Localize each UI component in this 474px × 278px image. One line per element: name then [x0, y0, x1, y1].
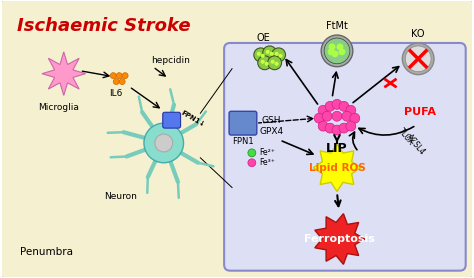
Text: KO: KO	[411, 29, 425, 39]
Circle shape	[318, 105, 328, 115]
Circle shape	[402, 43, 434, 75]
Circle shape	[346, 121, 356, 131]
Circle shape	[271, 60, 274, 64]
Circle shape	[350, 113, 360, 123]
FancyBboxPatch shape	[229, 111, 257, 135]
Circle shape	[328, 48, 335, 55]
Circle shape	[258, 56, 272, 70]
Text: LIP: LIP	[326, 142, 348, 155]
Text: Fe³⁺: Fe³⁺	[259, 158, 274, 167]
Text: IL6: IL6	[109, 88, 123, 98]
Text: ACSL4: ACSL4	[404, 133, 427, 157]
Text: OE: OE	[257, 33, 271, 43]
Text: Neuron: Neuron	[104, 192, 137, 202]
Circle shape	[332, 125, 342, 135]
Circle shape	[322, 111, 332, 121]
Text: FPN1↓: FPN1↓	[180, 110, 206, 128]
Circle shape	[248, 149, 256, 157]
Text: Penumbra: Penumbra	[20, 247, 73, 257]
Polygon shape	[315, 214, 365, 264]
Circle shape	[328, 43, 336, 50]
Circle shape	[261, 54, 264, 58]
Circle shape	[274, 52, 279, 56]
Text: Lipid ROS: Lipid ROS	[309, 163, 365, 173]
Circle shape	[113, 79, 119, 85]
Circle shape	[325, 101, 335, 111]
Text: PUFA: PUFA	[404, 107, 436, 117]
Circle shape	[339, 101, 349, 111]
Circle shape	[331, 50, 338, 57]
Text: Ischaemic Stroke: Ischaemic Stroke	[17, 17, 191, 35]
Text: Ferroptosis: Ferroptosis	[303, 234, 374, 244]
Circle shape	[119, 79, 125, 85]
Text: FPN1: FPN1	[232, 137, 254, 146]
Circle shape	[261, 60, 264, 64]
Circle shape	[266, 50, 270, 54]
Circle shape	[257, 52, 261, 56]
Circle shape	[263, 46, 277, 60]
Circle shape	[279, 54, 283, 58]
Circle shape	[332, 100, 342, 109]
Circle shape	[254, 48, 268, 62]
Circle shape	[325, 123, 335, 133]
Circle shape	[270, 52, 273, 56]
Circle shape	[405, 46, 431, 72]
Circle shape	[155, 134, 173, 152]
Circle shape	[339, 123, 349, 133]
Circle shape	[321, 35, 353, 67]
Circle shape	[268, 56, 282, 70]
Circle shape	[110, 73, 116, 79]
Polygon shape	[42, 52, 85, 95]
Circle shape	[332, 111, 342, 121]
Circle shape	[122, 73, 128, 79]
Circle shape	[318, 121, 328, 131]
Circle shape	[116, 73, 122, 79]
Circle shape	[272, 48, 285, 62]
Polygon shape	[313, 144, 361, 192]
Text: Microglia: Microglia	[38, 103, 79, 112]
Text: Fe²⁺: Fe²⁺	[259, 148, 274, 157]
Circle shape	[342, 111, 352, 121]
Circle shape	[324, 38, 350, 64]
Circle shape	[274, 62, 279, 66]
Circle shape	[338, 48, 346, 55]
Circle shape	[144, 123, 183, 163]
Text: FtMt: FtMt	[326, 21, 348, 31]
Circle shape	[346, 105, 356, 115]
Circle shape	[264, 62, 269, 66]
FancyBboxPatch shape	[163, 112, 181, 128]
FancyBboxPatch shape	[224, 43, 465, 271]
Text: hepcidin: hepcidin	[151, 56, 190, 65]
Circle shape	[248, 159, 256, 167]
Text: GSH
GPX4: GSH GPX4	[260, 116, 284, 136]
Circle shape	[337, 43, 344, 50]
Text: TLOX: TLOX	[396, 126, 416, 147]
Circle shape	[314, 113, 324, 123]
